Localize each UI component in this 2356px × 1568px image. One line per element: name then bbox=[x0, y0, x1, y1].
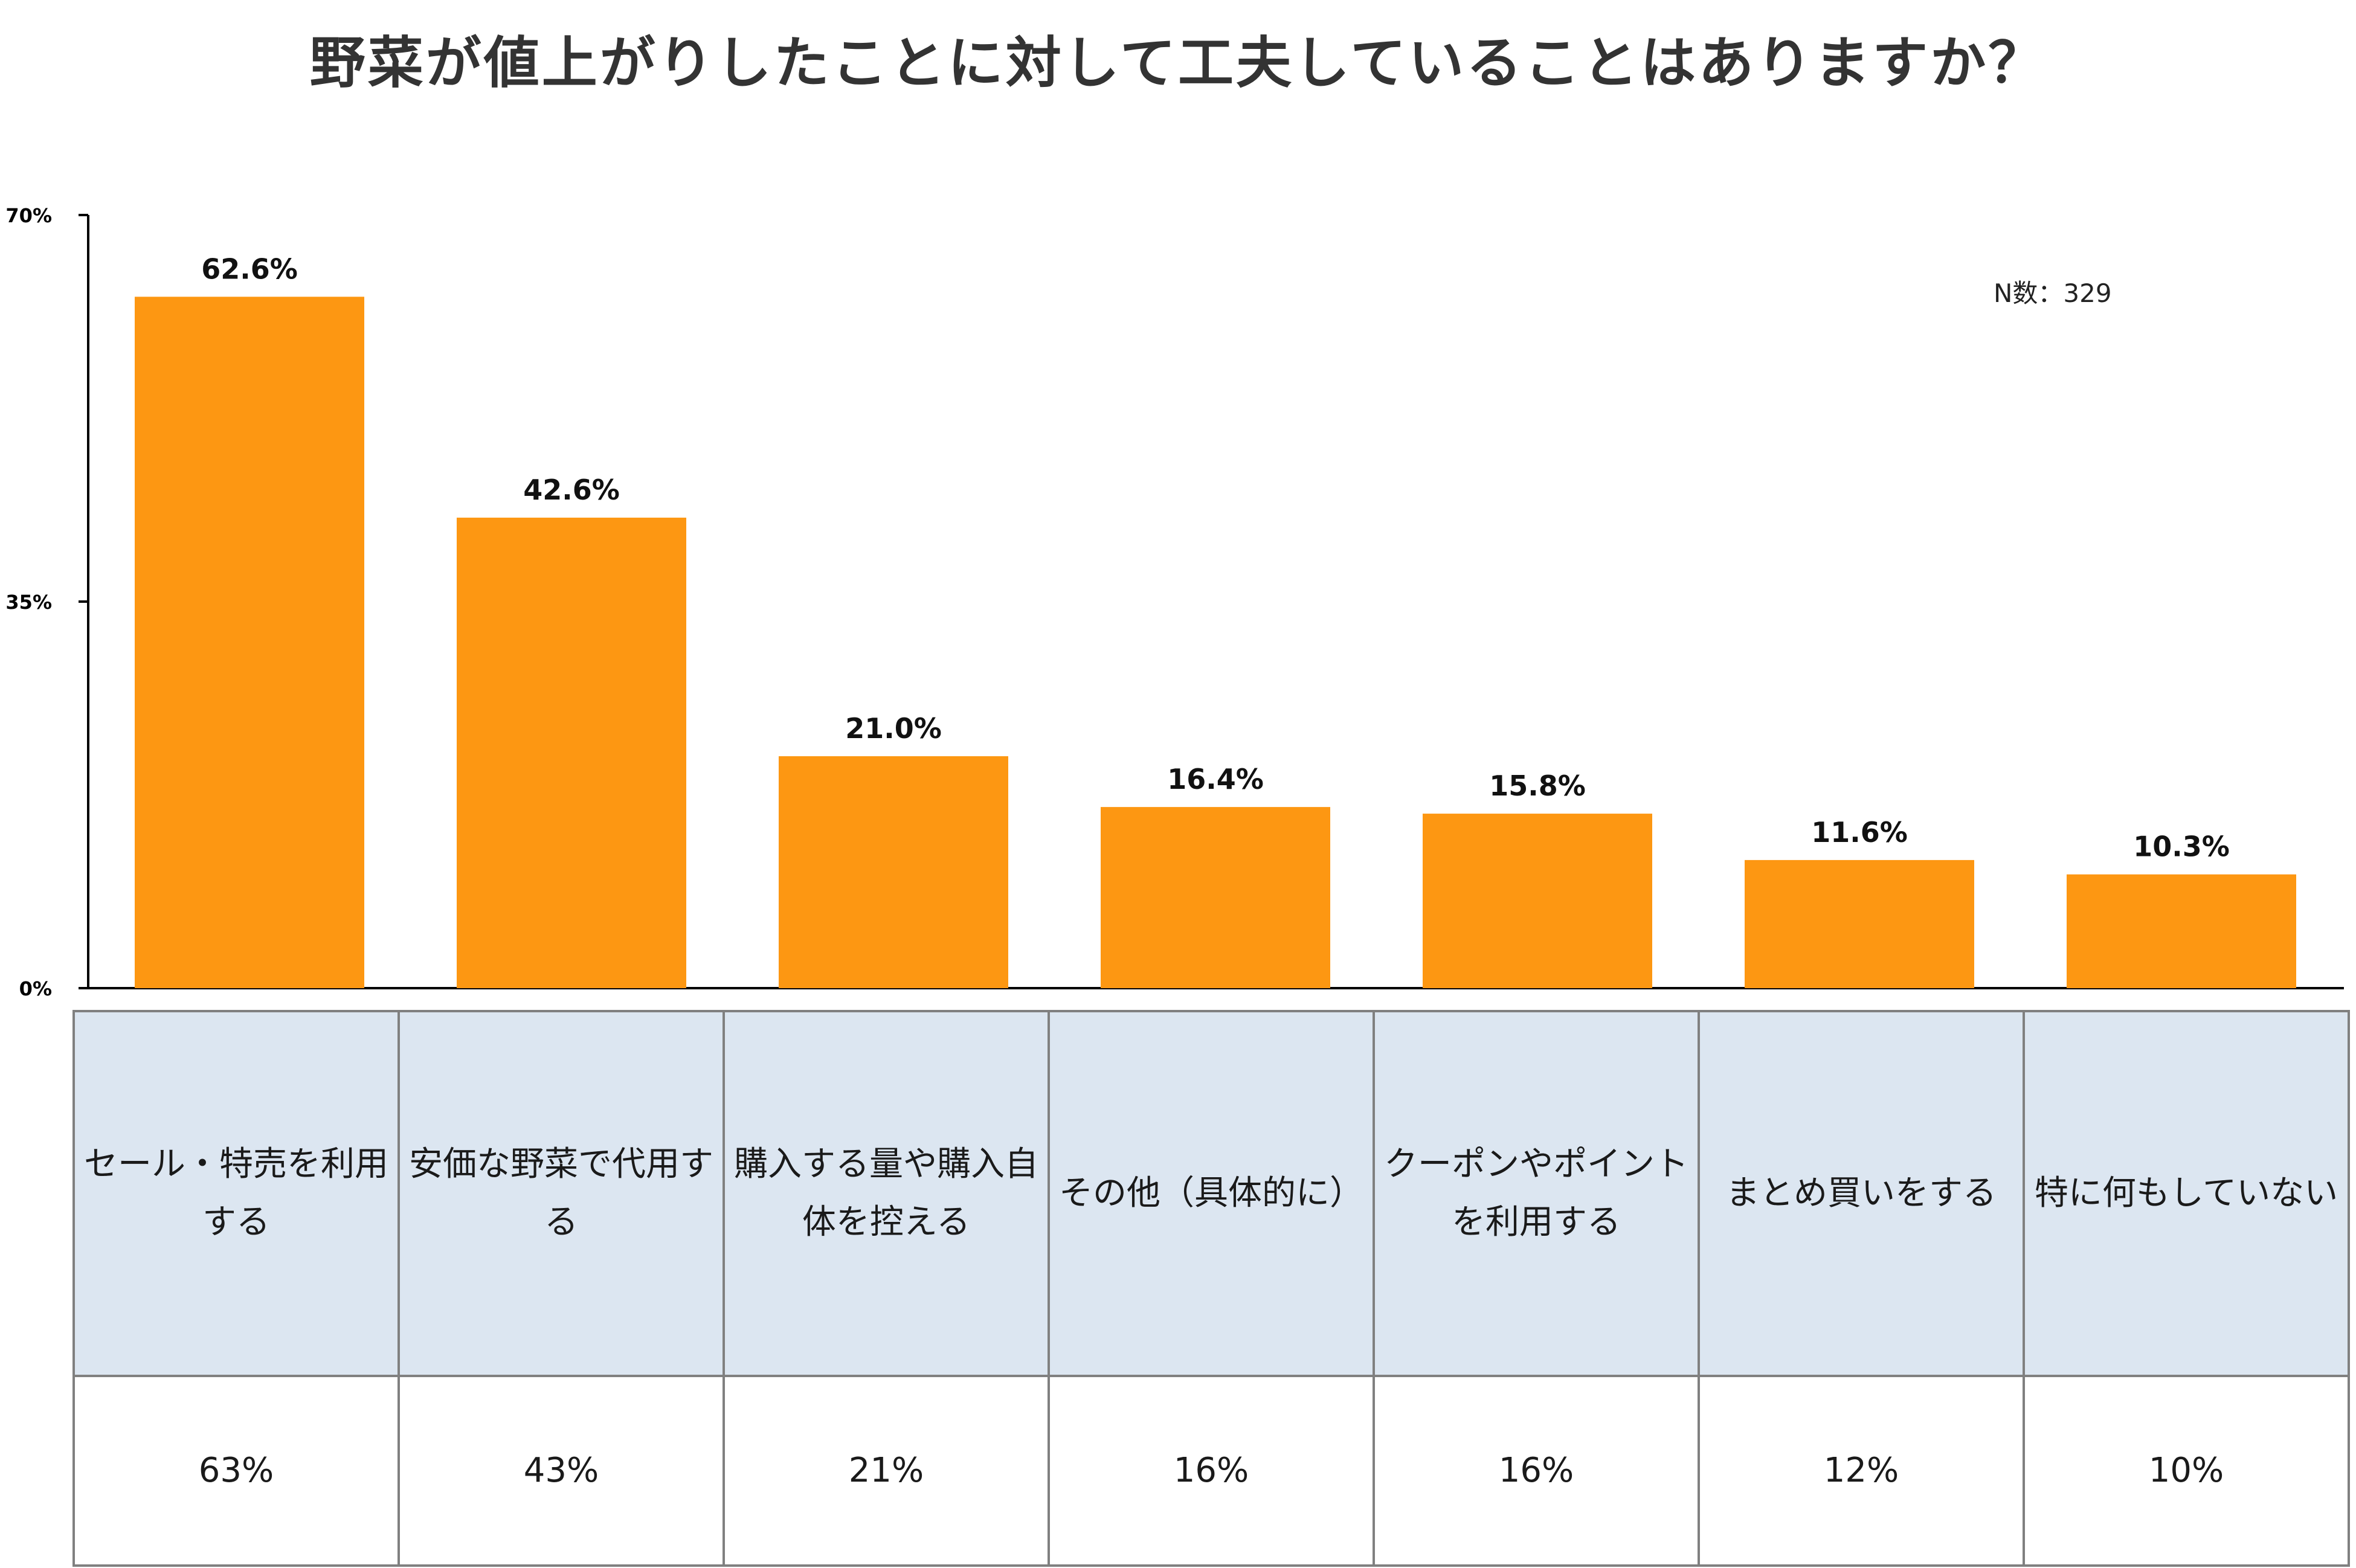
bar bbox=[2067, 874, 2296, 988]
sample-size-note: N数：329 bbox=[1994, 278, 2112, 308]
y-tick-label: 0% bbox=[19, 977, 52, 1000]
bar-data-label: 62.6% bbox=[201, 252, 298, 285]
data-labels: 62.6% 42.6% 21.0% 16.4% 15.8% 11.6% 10.3% bbox=[201, 252, 2230, 863]
bar-data-label: 16.4% bbox=[1167, 763, 1264, 795]
bar-data-label: 15.8% bbox=[1489, 770, 1586, 802]
bar bbox=[457, 518, 686, 988]
bar bbox=[1101, 807, 1330, 988]
value-row: 63% 43% 21% 16% 16% 12% 10% bbox=[72, 1375, 2350, 1567]
bar bbox=[779, 756, 1008, 988]
data-table: セール・特売を利用する 安価な野菜で代用する 購入する量や購入自体を控える その… bbox=[72, 1010, 2350, 1567]
bar-data-label: 11.6% bbox=[1811, 816, 1908, 849]
bar-data-label: 21.0% bbox=[845, 712, 942, 745]
y-tick-label: 70% bbox=[5, 204, 52, 227]
category-cell: その他（具体的に） bbox=[1048, 1010, 1375, 1377]
category-row: セール・特売を利用する 安価な野菜で代用する 購入する量や購入自体を控える その… bbox=[72, 1010, 2350, 1377]
bar-chart: 0% 35% 70% 62.6% 42.6% 21.0% 16.4% 15.8% 11.6% 1… bbox=[5, 204, 2344, 1000]
value-cell: 63% bbox=[72, 1375, 400, 1567]
bar bbox=[1423, 814, 1652, 988]
category-cell: クーポンやポイントを利用する bbox=[1373, 1010, 1700, 1377]
chart-title: 野菜が値上がりしたことに対して工夫していることはありますか？ bbox=[309, 31, 2047, 95]
category-cell: 特に何もしていない bbox=[2023, 1010, 2350, 1377]
bar-data-label: 10.3% bbox=[2133, 831, 2230, 863]
category-cell: まとめ買いをする bbox=[1698, 1010, 2025, 1377]
value-cell: 21% bbox=[723, 1375, 1050, 1567]
value-cell: 10% bbox=[2023, 1375, 2350, 1567]
value-cell: 16% bbox=[1048, 1375, 1375, 1567]
value-cell: 43% bbox=[397, 1375, 725, 1567]
y-tick-label: 35% bbox=[5, 591, 52, 614]
value-cell: 16% bbox=[1373, 1375, 1700, 1567]
category-cell: セール・特売を利用する bbox=[72, 1010, 400, 1377]
category-cell: 安価な野菜で代用する bbox=[397, 1010, 725, 1377]
bars bbox=[135, 297, 2296, 988]
bar bbox=[1745, 860, 1974, 988]
value-cell: 12% bbox=[1698, 1375, 2025, 1567]
bar-data-label: 42.6% bbox=[523, 474, 620, 506]
category-cell: 購入する量や購入自体を控える bbox=[723, 1010, 1050, 1377]
bar bbox=[135, 297, 364, 988]
